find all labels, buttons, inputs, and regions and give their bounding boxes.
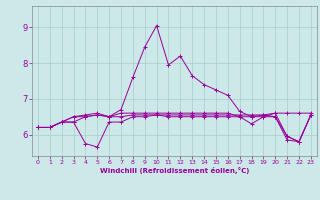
X-axis label: Windchill (Refroidissement éolien,°C): Windchill (Refroidissement éolien,°C)	[100, 167, 249, 174]
